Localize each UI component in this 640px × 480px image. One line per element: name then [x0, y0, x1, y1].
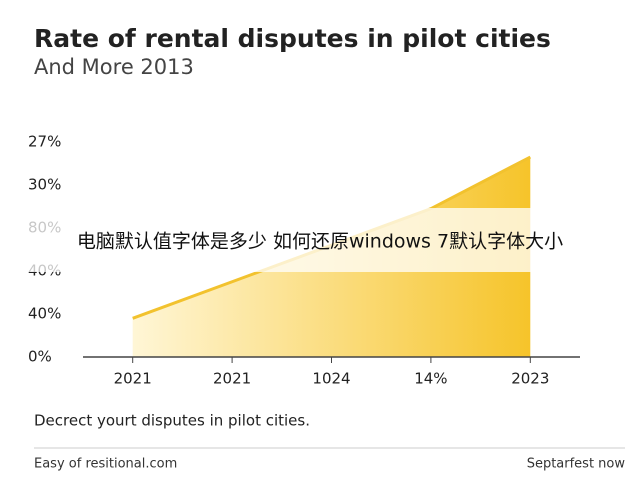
- y-tick-label: 0%: [28, 348, 52, 366]
- x-tick-label: 2023: [511, 370, 549, 388]
- footer-left: Easy of resitional.com: [34, 457, 177, 472]
- chart-title: Rate of rental disputes in pilot cities: [34, 24, 551, 53]
- x-tick-label: 2021: [213, 370, 251, 388]
- overlay-band: [0, 208, 640, 272]
- y-tick-label: 40%: [28, 305, 61, 323]
- footer-right: Septarfest now: [527, 457, 626, 472]
- chart-subtitle: And More 2013: [34, 55, 194, 79]
- overlay-annotation: 电脑默认值字体是多少 如何还原windows 7默认字体大小: [77, 231, 563, 253]
- x-tick-label: 14%: [414, 370, 447, 388]
- y-tick-label: 27%: [28, 133, 61, 151]
- caption: Decrect yourt disputes in pilot cities.: [34, 412, 310, 430]
- x-tick-label: 1024: [312, 370, 350, 388]
- x-tick-label: 2021: [114, 370, 152, 388]
- y-tick-label: 30%: [28, 176, 61, 194]
